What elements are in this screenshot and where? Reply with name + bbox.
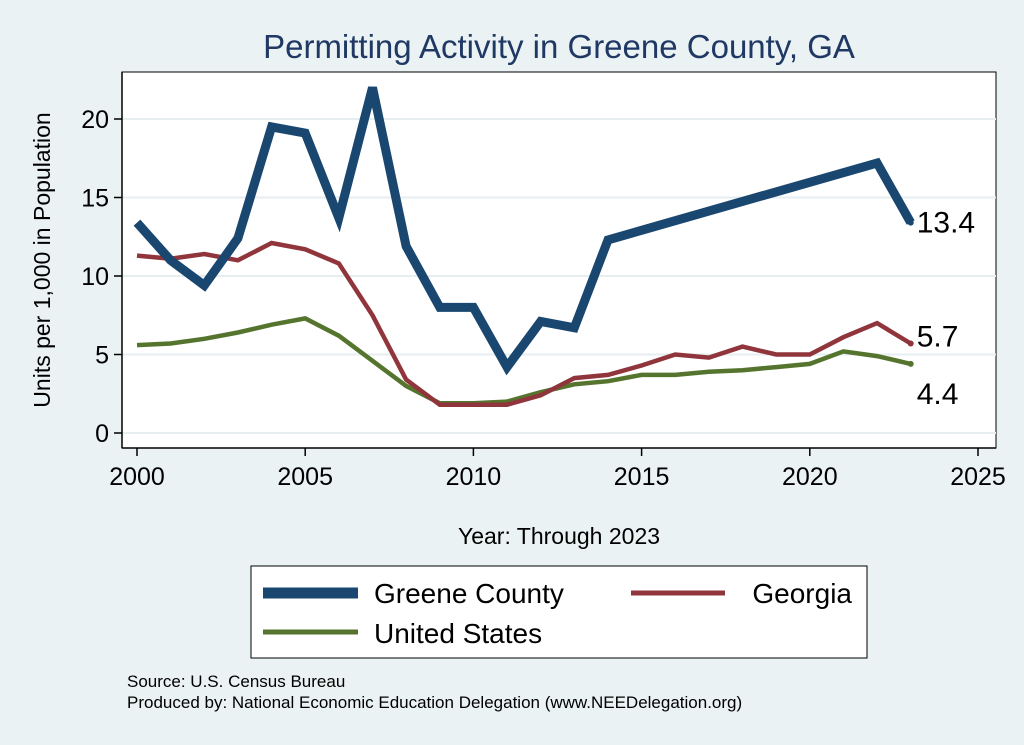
y-axis-title: Units per 1,000 in Population bbox=[29, 112, 55, 407]
legend-box bbox=[250, 565, 868, 659]
x-tick-label: 2025 bbox=[950, 463, 1006, 491]
series-line-greene-county bbox=[133, 86, 915, 376]
end-value-label: 5.7 bbox=[917, 321, 959, 354]
y-tick-label: 5 bbox=[95, 342, 109, 370]
ticks: 0 5 10 15 20 2000 2005 2010 2015 2020 2025 bbox=[81, 106, 1006, 491]
end-value-label: 13.4 bbox=[917, 207, 975, 240]
legend-label-georgia: Georgia bbox=[752, 578, 852, 609]
x-tick-label: 2005 bbox=[277, 463, 333, 491]
source-line: Source: U.S. Census Bureau bbox=[127, 672, 345, 691]
end-labels: 4.4 5.7 13.4 bbox=[917, 207, 975, 411]
y-tick-label: 15 bbox=[81, 185, 109, 213]
x-tick-label: 2010 bbox=[446, 463, 502, 491]
producer-line: Produced by: National Economic Education… bbox=[127, 693, 742, 712]
axes bbox=[121, 72, 996, 449]
legend: Greene County Georgia United States bbox=[250, 565, 868, 659]
chart-title: Permitting Activity in Greene County, GA bbox=[263, 28, 855, 65]
x-tick-label: 2015 bbox=[614, 463, 670, 491]
y-tick-label: 20 bbox=[81, 106, 109, 134]
series-end-point bbox=[907, 360, 914, 367]
series-end-point bbox=[907, 219, 914, 226]
plot-area bbox=[121, 71, 997, 449]
x-axis-title: Year: Through 2023 bbox=[458, 523, 660, 549]
series-end-point bbox=[907, 340, 914, 347]
legend-label-united-states: United States bbox=[374, 618, 542, 649]
series-line-united-states bbox=[136, 316, 912, 406]
legend-label-greene-county: Greene County bbox=[374, 578, 564, 609]
series-lines bbox=[133, 86, 915, 407]
y-tick-label: 10 bbox=[81, 263, 109, 291]
x-tick-label: 2000 bbox=[109, 463, 165, 491]
y-tick-label: 0 bbox=[95, 420, 109, 448]
end-value-label: 4.4 bbox=[917, 378, 959, 411]
x-tick-label: 2020 bbox=[782, 463, 838, 491]
series-line-georgia bbox=[136, 240, 912, 407]
